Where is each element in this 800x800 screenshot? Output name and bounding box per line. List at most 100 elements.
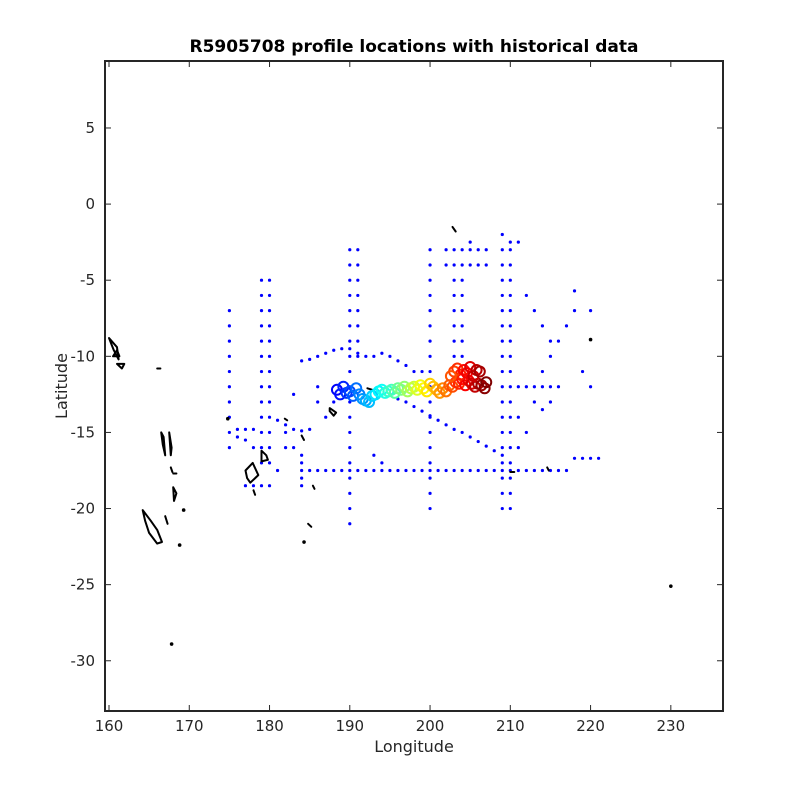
historical-data-point xyxy=(267,446,272,450)
coastline-island xyxy=(169,466,174,473)
historical-data-point xyxy=(500,339,504,343)
historical-data-point xyxy=(452,293,456,298)
historical-data-point xyxy=(516,415,520,419)
historical-data-point xyxy=(508,324,512,328)
historical-data-point xyxy=(372,453,376,457)
historical-data-point xyxy=(588,309,593,313)
historical-data-point xyxy=(452,427,456,431)
historical-data-point xyxy=(492,468,496,473)
historical-data-point xyxy=(452,278,456,282)
historical-data-point xyxy=(340,347,344,351)
historical-data-point xyxy=(564,324,569,328)
coastline-island xyxy=(108,337,120,361)
historical-data-point xyxy=(484,248,488,252)
historical-data-point xyxy=(267,385,272,389)
historical-data-point xyxy=(444,423,448,427)
historical-data-point xyxy=(267,293,272,298)
historical-data-point xyxy=(308,427,312,431)
historical-data-point xyxy=(516,446,520,450)
historical-data-point xyxy=(540,369,545,374)
coastline-island xyxy=(283,417,289,422)
historical-data-point xyxy=(428,491,432,495)
historical-data-point xyxy=(259,324,264,328)
historical-data-point xyxy=(412,404,416,409)
historical-data-point xyxy=(300,484,304,488)
historical-data-point xyxy=(348,468,352,473)
historical-data-point xyxy=(259,278,264,282)
coastline-island xyxy=(588,337,593,342)
historical-data-point xyxy=(372,468,376,473)
coastline-island xyxy=(225,416,230,421)
historical-data-point xyxy=(428,476,432,480)
coastline-island xyxy=(307,522,313,528)
historical-data-point xyxy=(348,347,352,351)
historical-data-point xyxy=(412,369,416,374)
historical-data-point xyxy=(468,468,472,473)
historical-data-point xyxy=(508,339,512,343)
coastline-series xyxy=(108,225,673,646)
historical-data-point xyxy=(500,324,504,328)
historical-data-point xyxy=(428,339,432,343)
historical-data-point xyxy=(444,263,448,267)
historical-data-point xyxy=(508,430,512,435)
historical-data-point xyxy=(404,468,408,473)
x-tick-label: 200 xyxy=(416,717,445,735)
coastline-island xyxy=(451,225,457,233)
x-tick-label: 160 xyxy=(95,717,124,735)
coastline-island xyxy=(112,349,121,358)
historical-data-point xyxy=(468,240,472,244)
x-axis: 160 170 180 190 200 210 220 230 xyxy=(95,61,685,735)
historical-data-point xyxy=(500,278,504,282)
historical-data-point xyxy=(508,278,512,282)
historical-data-point xyxy=(428,354,432,358)
historical-data-point xyxy=(500,369,504,374)
historical-data-point xyxy=(500,248,504,252)
profile-location-marker xyxy=(473,365,486,378)
y-tick-label: -20 xyxy=(71,500,96,518)
historical-data-point xyxy=(292,392,296,396)
historical-data-point xyxy=(348,446,352,450)
historical-data-point xyxy=(316,385,320,389)
historical-data-point xyxy=(227,369,232,374)
historical-data-point xyxy=(251,427,256,431)
historical-data-point xyxy=(484,263,488,267)
historical-data-point xyxy=(548,400,553,404)
historical-data-point xyxy=(452,324,456,328)
historical-data-point xyxy=(324,351,328,355)
historical-data-point xyxy=(259,400,264,404)
historical-data-point xyxy=(267,309,272,313)
x-tick-label: 230 xyxy=(657,717,686,735)
historical-data-point xyxy=(508,415,512,419)
historical-data-point xyxy=(227,385,232,389)
historical-data-point xyxy=(283,446,288,450)
historical-data-point xyxy=(267,354,272,358)
historical-data-point xyxy=(283,423,288,427)
historical-data-point xyxy=(259,484,264,488)
historical-data-point xyxy=(348,248,352,252)
historical-data-point xyxy=(428,293,432,298)
coastline-island xyxy=(160,431,167,457)
historical-data-point xyxy=(540,324,545,328)
historical-data-point xyxy=(500,400,504,404)
y-tick-label: 5 xyxy=(85,119,95,137)
y-tick-label: -25 xyxy=(71,576,96,594)
historical-data-point xyxy=(348,324,352,328)
historical-data-point xyxy=(243,484,248,488)
historical-data-point xyxy=(508,240,512,244)
historical-data-point xyxy=(356,248,360,252)
plot-frame xyxy=(104,60,724,712)
historical-data-point xyxy=(460,339,464,343)
historical-data-point xyxy=(460,263,464,267)
historical-data-point xyxy=(316,354,320,358)
historical-data-point xyxy=(348,309,352,313)
historical-data-point xyxy=(516,385,520,389)
historical-data-point xyxy=(420,409,424,413)
x-tick-label: 220 xyxy=(576,717,605,735)
historical-data-point xyxy=(500,430,504,435)
historical-data-point xyxy=(348,415,352,419)
historical-data-point xyxy=(508,461,512,465)
historical-data-point xyxy=(404,400,408,404)
historical-data-point xyxy=(348,430,352,435)
historical-data-point xyxy=(372,354,376,358)
historical-data-point xyxy=(259,430,264,435)
